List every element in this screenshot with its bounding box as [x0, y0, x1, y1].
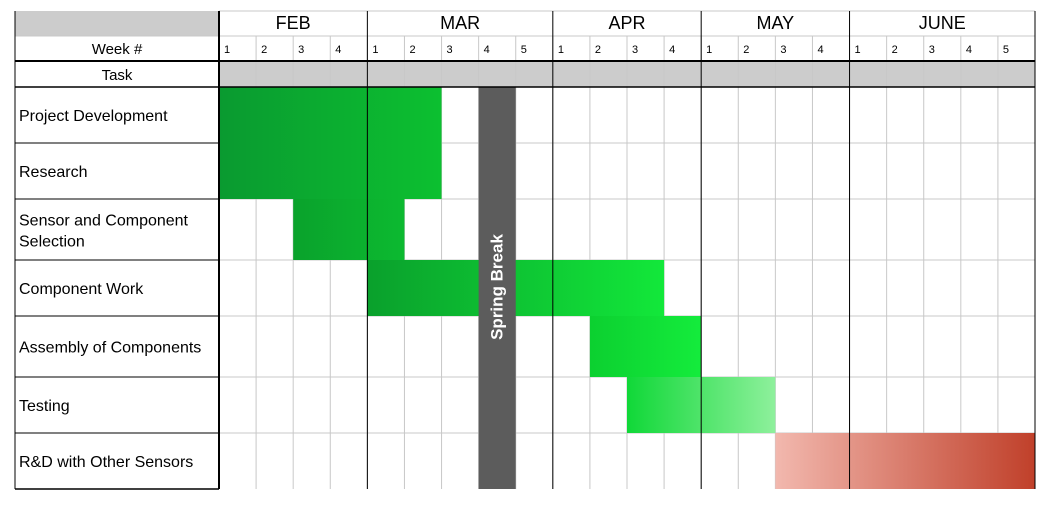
task-bar	[367, 260, 665, 316]
spring-break-label: Spring Break	[488, 234, 507, 340]
major-grid-layer	[14, 11, 1036, 490]
task-bar	[293, 199, 405, 260]
month-label: MAY	[757, 13, 795, 33]
week-number-label: 2	[743, 44, 749, 56]
week-number-label: 2	[409, 44, 415, 56]
week-number-label: 3	[298, 44, 304, 56]
week-number-label: 3	[929, 44, 935, 56]
task-header-label: Task	[102, 67, 133, 84]
task-name-line: Sensor and Component	[19, 213, 189, 230]
task-bar	[775, 433, 1035, 489]
task-name-label: Sensor and Component Selection	[19, 213, 189, 251]
week-number-label: 3	[447, 44, 453, 56]
corner-header-cell	[15, 11, 219, 36]
spring-break-band	[478, 87, 516, 489]
week-number-label: 2	[892, 44, 898, 56]
task-bar	[219, 143, 442, 199]
task-name-label: R&D with Other Sensors	[19, 454, 193, 471]
task-bars-layer	[219, 87, 1035, 489]
week-number-label: 2	[261, 44, 267, 56]
week-number-label: 1	[706, 44, 712, 56]
task-bar	[219, 87, 442, 143]
week-header-label: Week #	[92, 41, 143, 58]
task-bar	[589, 316, 702, 377]
week-number-label: 5	[521, 44, 527, 56]
week-number-label: 4	[966, 44, 972, 56]
month-label: FEB	[276, 13, 311, 33]
month-label: APR	[608, 13, 645, 33]
task-name-label: Research	[19, 164, 87, 181]
task-name-line: Selection	[19, 234, 85, 251]
task-name-label: Component Work	[19, 281, 144, 298]
week-number-label: 4	[669, 44, 675, 56]
week-number-label: 3	[632, 44, 638, 56]
month-label: JUNE	[919, 13, 966, 33]
labels-layer: Spring Break FEB MAR APR MAY JUNE 1 2 3 4 1 2 3 4 5 1 2 3…	[19, 13, 1009, 471]
week-number-label: 4	[335, 44, 341, 56]
week-number-label: 1	[224, 44, 230, 56]
week-number-label: 1	[372, 44, 378, 56]
task-name-label: Assembly of Components	[19, 340, 201, 357]
week-number-label: 4	[817, 44, 823, 56]
week-number-label: 4	[484, 44, 490, 56]
task-name-label: Project Development	[19, 108, 168, 125]
week-number-label: 2	[595, 44, 601, 56]
task-name-label: Testing	[19, 398, 70, 415]
month-label: MAR	[440, 13, 480, 33]
week-number-label: 1	[558, 44, 564, 56]
week-number-label: 5	[1003, 44, 1009, 56]
week-number-label: 3	[780, 44, 786, 56]
week-number-label: 1	[855, 44, 861, 56]
